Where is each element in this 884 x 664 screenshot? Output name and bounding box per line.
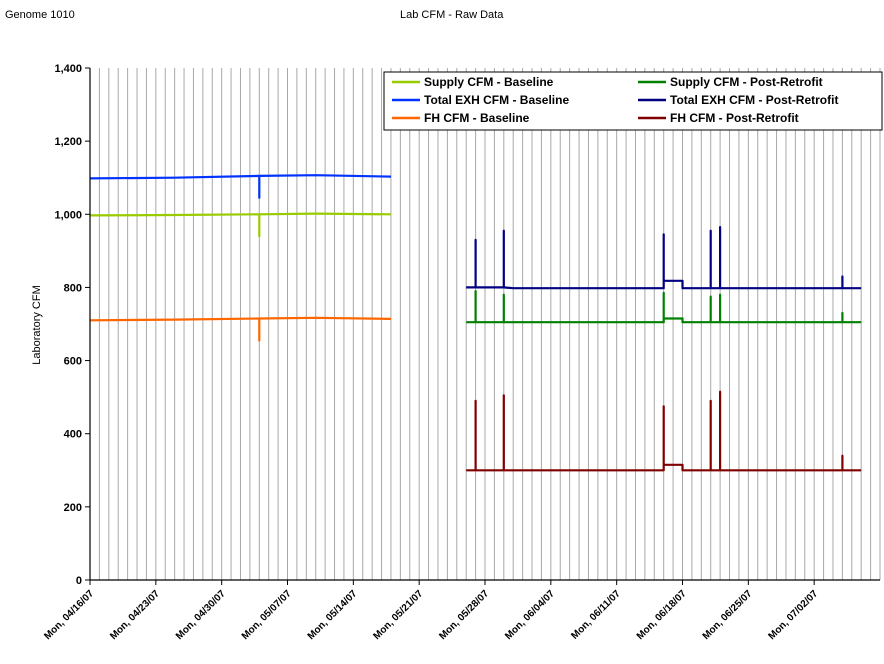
series-line [89,316,392,342]
y-tick-label: 1,200 [54,136,82,148]
y-tick-label: 800 [64,282,82,294]
y-tick-label: 400 [64,429,82,441]
y-tick-label: 0 [76,575,82,587]
series-lines [89,174,862,472]
series-line [466,390,862,472]
x-tick-label: Mon, 05/07/07 [240,588,294,642]
legend-label: FH CFM - Post-Retrofit [670,111,799,125]
legend: Supply CFM - Baseline Supply CFM - Post-R… [383,71,883,131]
axes [85,67,880,585]
y-tick-label: 1,000 [54,209,82,221]
chart-title: Lab CFM - Raw Data [400,9,504,21]
legend-label: Supply CFM - Post-Retrofit [670,75,823,89]
x-tick-label: Mon, 04/16/07 [42,588,96,642]
x-tick-label: Mon, 06/25/07 [701,588,755,642]
series-line [466,226,862,290]
grid-lines [98,68,881,580]
x-tick-label: Mon, 06/04/07 [503,588,557,642]
x-tick-label: Mon, 04/30/07 [174,588,228,642]
series-line [89,212,392,238]
legend-label: FH CFM - Baseline [424,111,530,125]
y-tick-labels: 0 200 400 600 800 1,000 1,200 1,400 [54,63,82,587]
y-axis-label: Laboratory CFM [31,285,43,364]
x-tick-label: Mon, 06/11/07 [569,588,623,642]
x-tick-label: Mon, 06/18/07 [635,588,689,642]
legend-label: Total EXH CFM - Baseline [424,93,569,107]
header-left-label: Genome 1010 [5,9,75,21]
series-line [466,290,862,324]
series-line [89,174,392,199]
x-tick-label: Mon, 07/02/07 [767,588,821,642]
y-tick-label: 600 [64,356,82,368]
x-tick-labels: Mon, 04/16/07 Mon, 04/23/07 Mon, 04/30/07 M… [42,588,820,642]
legend-label: Total EXH CFM - Post-Retrofit [670,93,838,107]
legend-label: Supply CFM - Baseline [424,75,554,89]
x-tick-label: Mon, 05/14/07 [306,588,360,642]
x-tick-label: Mon, 05/21/07 [372,588,426,642]
legend-box [383,71,883,131]
y-tick-label: 1,400 [54,63,82,75]
y-tick-label: 200 [64,502,82,514]
x-tick-label: Mon, 05/28/07 [437,588,491,642]
x-tick-label: Mon, 04/23/07 [108,588,162,642]
